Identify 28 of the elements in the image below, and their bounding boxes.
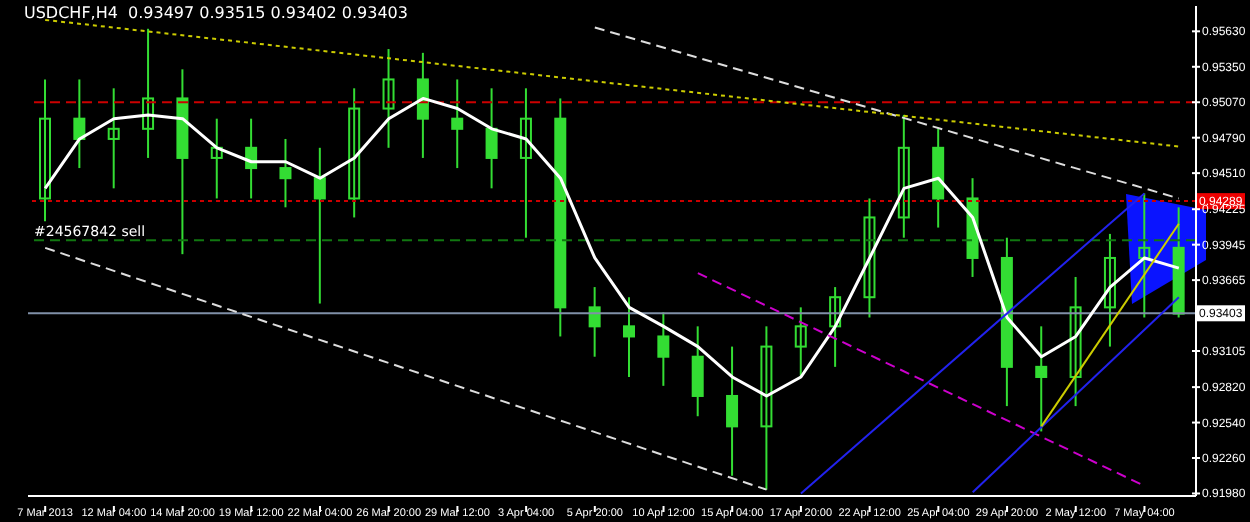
candlestick: [829, 286, 842, 368]
candlestick: [519, 87, 532, 239]
candlestick: [451, 78, 464, 170]
candlestick: [210, 117, 223, 200]
candlestick: [691, 325, 704, 418]
candlestick: [1035, 325, 1048, 433]
candlestick: [1103, 232, 1116, 348]
candlestick: [279, 137, 292, 209]
candlestick: [794, 306, 807, 378]
candlestick: [73, 78, 86, 170]
candlestick: [726, 345, 739, 477]
candlestick: [1069, 275, 1082, 408]
candlestick: [588, 286, 601, 358]
candlestick: [485, 87, 498, 190]
candlestick: [657, 311, 670, 387]
candlestick: [1138, 192, 1151, 319]
candlestick: [348, 87, 361, 219]
chart-title: USDCHF,H4 0.93497 0.93515 0.93402 0.93403: [24, 4, 408, 22]
candlestick: [863, 197, 876, 319]
candlestick: [107, 87, 120, 190]
candlestick: [39, 78, 51, 223]
candlestick: [382, 48, 395, 149]
candlestick: [760, 325, 773, 491]
candlestick: [416, 51, 429, 159]
candlestick: [897, 113, 910, 239]
candlestick: [623, 296, 635, 378]
candlestick: [313, 146, 326, 305]
candlestick: [142, 27, 155, 159]
